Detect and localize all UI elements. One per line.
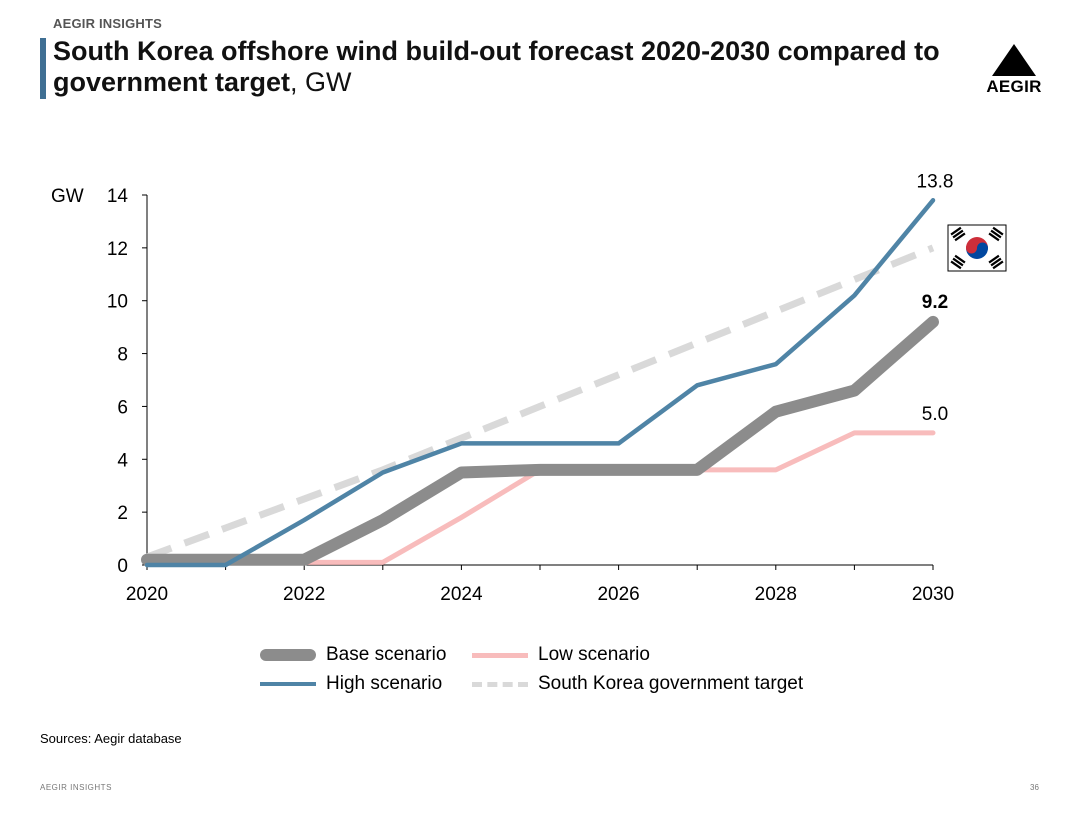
y-tick-label: 12: [107, 239, 128, 260]
flag-taegeuk-red-curl: [966, 242, 977, 254]
legend-label-low: Low scenario: [538, 644, 650, 665]
y-axis-label: GW: [51, 186, 84, 207]
flag-trigram-bottom-right: [988, 254, 1004, 270]
aegir-logo-text: AEGIR: [986, 77, 1042, 96]
chart-title-unit: , GW: [290, 67, 352, 97]
series-line-government-target: [145, 244, 935, 561]
flag-bar: [988, 232, 1000, 242]
y-tick-label: 10: [107, 292, 128, 313]
end-label-low-scenario: 5.0: [922, 404, 948, 425]
flag-trigram-bottom-left: [950, 254, 966, 270]
flag-taegeuk-blue-curl: [977, 242, 988, 254]
y-tick-label: 6: [117, 397, 128, 418]
flag-bar: [990, 257, 1002, 267]
chart-title: South Korea offshore wind build-out fore…: [53, 36, 983, 98]
y-tick-label: 0: [117, 556, 128, 577]
x-tick-label: 2030: [912, 584, 954, 605]
legend-swatch-low: [472, 652, 528, 658]
flag-bar: [954, 254, 966, 264]
brand-header: AEGIR INSIGHTS: [53, 16, 162, 31]
flag-bar: [990, 229, 1002, 239]
x-tick-label: 2024: [440, 584, 483, 605]
flag-bar: [992, 260, 1004, 270]
chart-title-main: South Korea offshore wind build-out fore…: [53, 36, 940, 97]
flag-bar: [952, 229, 964, 239]
x-tick-label: 2026: [597, 584, 639, 605]
legend-swatch-base: [260, 649, 316, 661]
legend-swatch-target: [472, 681, 528, 687]
y-tick-label: 4: [117, 450, 128, 471]
flag-trigram-top-right: [988, 226, 1004, 242]
flag-trigram-top-left: [950, 226, 966, 242]
flag-bar: [950, 226, 962, 236]
x-tick-label: 2028: [755, 584, 797, 605]
flag-bar: [988, 254, 1000, 264]
y-tick-label: 2: [117, 503, 128, 524]
y-tick-label: 14: [107, 186, 129, 207]
legend-item-target: South Korea government target: [472, 671, 803, 697]
source-note: Sources: Aegir database: [40, 731, 182, 746]
x-tick-label: 2020: [126, 584, 168, 605]
series-line-high-scenario: [144, 198, 936, 568]
flag-bar: [952, 257, 964, 267]
page-number: 36: [1030, 783, 1039, 792]
footer-brand: AEGIR INSIGHTS: [40, 783, 112, 792]
legend-item-base: Base scenario: [260, 642, 446, 668]
x-tick-label: 2022: [283, 584, 325, 605]
legend-item-low: Low scenario: [472, 642, 650, 668]
legend-label-base: Base scenario: [326, 644, 447, 665]
end-label-base-scenario: 9.2: [922, 292, 948, 313]
flag-bar: [950, 260, 962, 270]
legend-label-target: South Korea government target: [538, 673, 804, 694]
title-accent-bar: [40, 38, 46, 99]
legend-item-high: High scenario: [260, 671, 442, 697]
legend-swatch-high: [260, 682, 316, 686]
y-tick-label: 8: [117, 345, 128, 366]
series-line-base-scenario: [141, 315, 939, 566]
flag-bar: [954, 232, 966, 242]
legend-label-high: High scenario: [326, 673, 443, 694]
flag-bar: [992, 226, 1004, 236]
aegir-logo-icon: [992, 44, 1036, 76]
end-label-high-scenario: 13.8: [917, 171, 954, 192]
chart-legend: Base scenario Low scenario High scenario…: [260, 642, 880, 702]
